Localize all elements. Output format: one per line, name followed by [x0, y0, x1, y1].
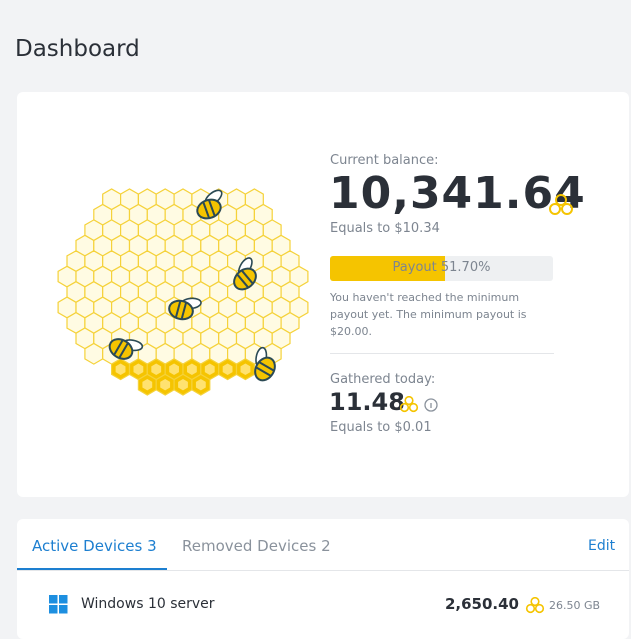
- honeycomb-cell-inner: [204, 363, 215, 375]
- honeycomb-cell-inner: [115, 363, 126, 375]
- devices-card: Active Devices 3 Removed Devices 2 Edit …: [17, 519, 629, 639]
- progress-fill: [330, 256, 446, 281]
- honeycomb-cell-inner: [142, 379, 153, 391]
- tab-count: 2: [321, 537, 331, 555]
- honeycomb-cell-inner: [187, 363, 197, 375]
- today-label: Gathered today:: [330, 372, 436, 387]
- divider: [330, 353, 554, 354]
- coin-icon: [549, 194, 573, 215]
- bee: [254, 346, 276, 382]
- bee: [108, 338, 144, 360]
- bee-part: [233, 267, 257, 291]
- honeycomb-cell-inner: [195, 379, 206, 391]
- bee: [196, 189, 223, 220]
- honeycomb-cell-inner: [151, 363, 162, 375]
- bee-part: [241, 270, 254, 284]
- device-traffic: 26.50 GB: [549, 599, 601, 612]
- bee-part: [180, 302, 187, 319]
- balance-equals: Equals to $10.34: [330, 221, 440, 236]
- coin-icon: [525, 597, 545, 614]
- bee-part: [175, 301, 182, 318]
- balance-card: Current balance: 10,341.64 Equals to $10…: [17, 92, 629, 497]
- honeycomb-cell-inner: [240, 363, 251, 375]
- honeycomb-illustration: [57, 188, 309, 396]
- active-tab[interactable]: Active Devices 3: [32, 537, 157, 555]
- device-name: Windows 10 server: [81, 596, 215, 612]
- windows-icon: [49, 595, 68, 614]
- bee-part: [202, 202, 210, 218]
- today-equals: Equals to $0.01: [330, 420, 432, 435]
- today-amount: 11.48: [329, 388, 405, 416]
- bee: [168, 297, 202, 321]
- honeycomb-cell-inner: [133, 363, 144, 375]
- bee-part: [208, 200, 216, 216]
- coin-info-icons: [400, 396, 438, 413]
- bee-part: [118, 343, 129, 358]
- honeycomb-cell-inner: [160, 379, 171, 391]
- edit-button[interactable]: Edit: [588, 538, 616, 554]
- bee: [233, 257, 257, 291]
- progress-label: Payout 51.70%: [392, 260, 491, 275]
- honeycomb-cell-inner: [178, 379, 188, 391]
- honeycomb-cell: [84, 342, 104, 365]
- tab-count: 3: [147, 537, 157, 555]
- page-title: Dashboard: [15, 36, 140, 62]
- payout-notice: You haven't reached the minimum payout y…: [330, 291, 527, 338]
- removed-tab[interactable]: Removed Devices 2: [182, 537, 331, 555]
- bee-part: [113, 340, 124, 355]
- device-amount: 2,650.40: [444, 595, 519, 613]
- bee-part: [236, 274, 249, 288]
- tab-label: Removed Devices: [182, 537, 317, 555]
- payout-progress: Payout 51.70%: [330, 256, 553, 281]
- active-tab-underline: [17, 568, 167, 570]
- divider: [17, 570, 629, 571]
- balance-amount: 10,341.64: [329, 168, 586, 219]
- bee-part: [256, 366, 271, 377]
- honeycomb-cell-inner: [169, 363, 179, 375]
- bee-part: [168, 299, 194, 321]
- tab-label: Active Devices: [32, 537, 143, 555]
- bee-part: [259, 361, 274, 372]
- honeycomb-cell-inner: [222, 363, 233, 375]
- balance-label: Current balance:: [330, 153, 439, 168]
